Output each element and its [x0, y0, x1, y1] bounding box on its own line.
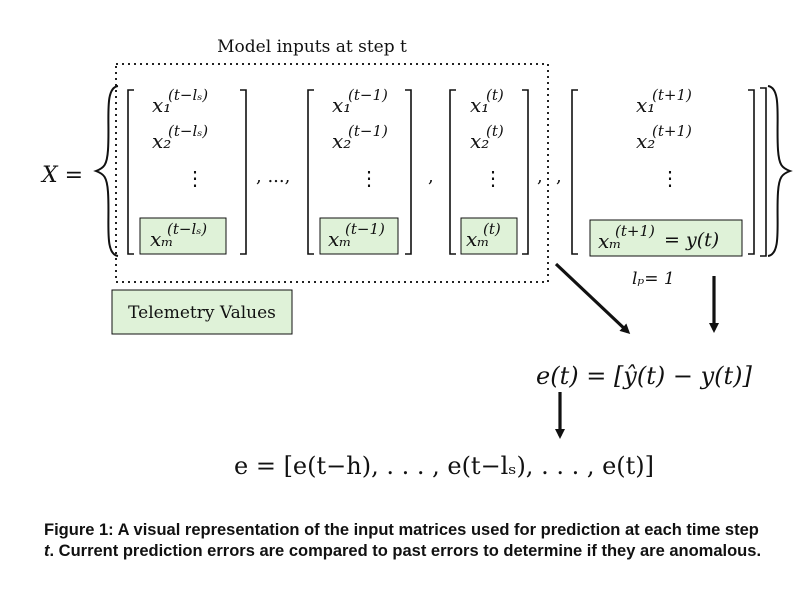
- input-matrices-diagram: Model inputs at step t X = x₁ (t−lₛ) x₂ …: [40, 37, 793, 480]
- svg-text:xₘ: xₘ: [150, 227, 174, 251]
- svg-text:x₁: x₁: [636, 93, 655, 117]
- svg-text:(t−lₛ): (t−lₛ): [168, 86, 208, 104]
- svg-text:xₘ: xₘ: [328, 227, 352, 251]
- xm-highlight-boxes: [139, 217, 743, 257]
- figure-caption: Figure 1: A visual representation of the…: [44, 520, 770, 562]
- svg-text:x₂: x₂: [636, 129, 655, 153]
- svg-text:(t): (t): [486, 86, 504, 104]
- svg-text:(t−lₛ): (t−lₛ): [167, 220, 207, 238]
- separator-1: , ...,: [256, 166, 290, 187]
- caption-suffix: . Current prediction errors are compared…: [49, 542, 762, 560]
- svg-text:⋮: ⋮: [185, 166, 205, 190]
- caption-prefix: Figure 1: A visual representation of the…: [44, 521, 759, 539]
- telemetry-values-box: [111, 289, 293, 335]
- matrix-column-4: x₁ (t+1) x₂ (t+1) ⋮ xₘ (t+1) = y(t): [598, 86, 719, 253]
- svg-text:(t−lₛ): (t−lₛ): [168, 122, 208, 140]
- model-inputs-label: Model inputs at step t: [217, 37, 407, 57]
- arrow-to-prediction: [554, 262, 631, 335]
- telemetry-values-label: Telemetry Values: [128, 303, 276, 323]
- svg-text:(t+1): (t+1): [652, 86, 692, 104]
- x-equals: X =: [40, 163, 83, 188]
- separator-4: ,: [556, 166, 562, 187]
- svg-text:⋮: ⋮: [660, 166, 680, 190]
- svg-text:(t+1): (t+1): [652, 122, 692, 140]
- separator-2: ,: [428, 166, 434, 187]
- svg-text:xₘ: xₘ: [598, 229, 622, 253]
- matrix-column-3: x₁ (t) x₂ (t) ⋮ xₘ (t): [466, 86, 504, 251]
- svg-text:x₂: x₂: [152, 129, 171, 153]
- caption-t: t: [44, 542, 50, 560]
- svg-text:(t): (t): [486, 122, 504, 140]
- matrix-column-2: x₁ (t−1) x₂ (t−1) ⋮ xₘ (t−1): [328, 86, 388, 251]
- column-brackets: [127, 87, 767, 257]
- svg-text:x₂: x₂: [470, 129, 489, 153]
- right-curly-brace: [767, 85, 793, 257]
- svg-text:(t): (t): [483, 220, 501, 238]
- matrix-column-1: x₁ (t−lₛ) x₂ (t−lₛ) ⋮ xₘ (t−lₛ): [150, 86, 208, 251]
- svg-text:(t−1): (t−1): [345, 220, 385, 238]
- svg-text:xₘ: xₘ: [466, 227, 490, 251]
- error-equation: e(t) = [ŷ(t) − y(t)]: [536, 362, 753, 390]
- svg-text:(t−1): (t−1): [348, 122, 388, 140]
- svg-text:(t−1): (t−1): [348, 86, 388, 104]
- error-vector-equation: e = [e(t−h), . . . , e(t−lₛ), . . . , e(…: [234, 452, 654, 480]
- svg-text:x₂: x₂: [332, 129, 351, 153]
- lp-label: lₚ= 1: [632, 269, 675, 289]
- svg-text:= y(t): = y(t): [664, 229, 719, 251]
- svg-text:x₁: x₁: [470, 93, 489, 117]
- svg-text:x₁: x₁: [152, 93, 171, 117]
- svg-text:(t+1): (t+1): [615, 222, 655, 240]
- svg-text:x₁: x₁: [332, 93, 351, 117]
- separator-3: ,: [537, 166, 543, 187]
- model-inputs-box: [115, 63, 549, 283]
- svg-text:⋮: ⋮: [359, 166, 379, 190]
- left-curly-brace: [93, 85, 119, 257]
- svg-text:⋮: ⋮: [483, 166, 503, 190]
